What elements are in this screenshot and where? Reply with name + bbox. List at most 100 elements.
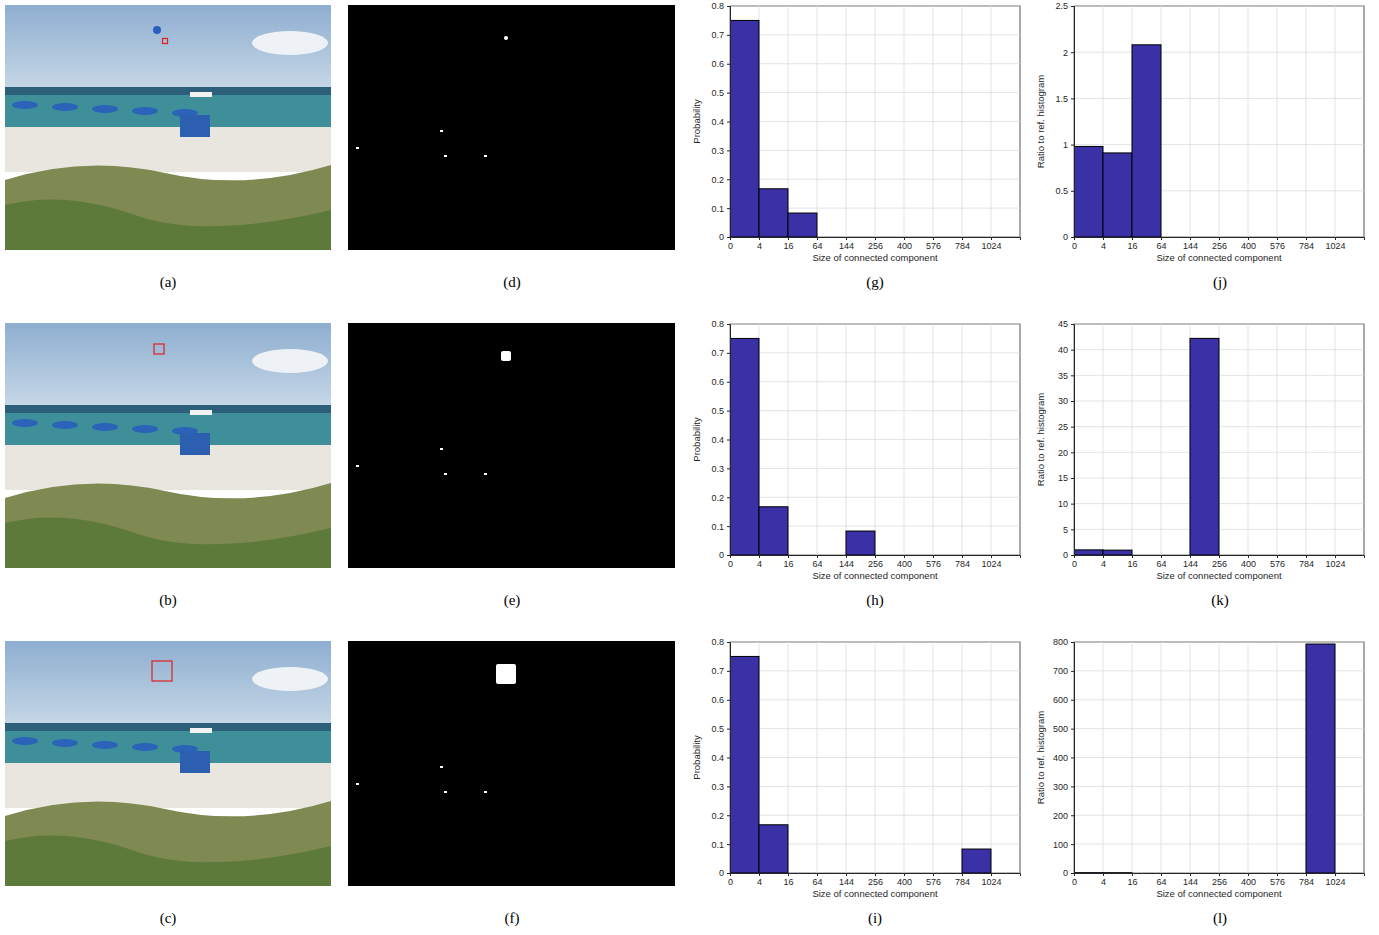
axis-line [727,643,731,874]
tick: 0.8 [711,637,730,647]
grid-line [1306,6,1307,237]
tick-label: 0 [1063,232,1068,242]
tick-label: 256 [1212,241,1227,251]
tick-label: 0.2 [711,493,724,503]
plot-frame [1074,642,1364,873]
tick-mark [727,382,730,383]
mask-blob [504,36,508,40]
sand [5,763,331,808]
mask-background [348,5,675,250]
grid-line [1306,324,1307,555]
tent [180,115,210,137]
axis-line [1075,556,1365,559]
tick-mark [1335,555,1336,558]
tick-label: 256 [868,877,883,887]
axis-line [731,874,1021,877]
bar [1074,146,1103,237]
tick-label: 0.8 [711,637,724,647]
tick: 800 [1053,637,1074,647]
mask-speck [356,147,359,149]
tick-label: 0.6 [711,377,724,387]
tick-label: 1024 [1325,559,1345,569]
tick-mark [727,671,730,672]
tick: 0.8 [711,319,730,329]
tick-mark [727,179,730,180]
tick-label: 4 [1101,877,1106,887]
photo [5,323,331,568]
bar [730,338,759,555]
tick-mark [1071,815,1074,816]
tick: 0 [1063,550,1074,560]
plot-frame [730,324,1020,555]
tick-label: 576 [1270,877,1285,887]
tick: 784 [1299,555,1314,569]
tick-mark [962,237,963,240]
bar [1335,555,1364,556]
bar [1277,555,1306,556]
bar [1132,45,1161,237]
tick-label: 0.5 [711,88,724,98]
mask-background [348,641,675,886]
sky [5,5,331,87]
x-axis-title: Size of connected component [1156,570,1282,581]
mask-blob [496,664,516,684]
tick-label: 1024 [981,241,1001,251]
tick: 144 [1183,555,1198,569]
bar [1132,555,1161,556]
tick-mark [817,237,818,240]
bar [1277,873,1306,874]
mask-speck [356,465,359,467]
tick-label: 400 [1241,877,1256,887]
panel-label: (e) [504,592,521,609]
tick-label: 2.5 [1055,1,1068,11]
grid-line [730,642,1020,643]
axis-line [1071,325,1075,556]
tick: 1024 [1325,873,1345,887]
bar [1219,873,1248,874]
tick: 500 [1053,724,1074,734]
tick-label: 20 [1058,448,1068,458]
tick-label: 256 [1212,877,1227,887]
tick-label: 0 [1063,550,1068,560]
tick-mark [759,237,760,240]
y-axis-title: Probability [691,417,702,462]
tick: 144 [1183,237,1198,251]
tick-label: 0.2 [711,811,724,821]
tick: 0.7 [711,348,730,358]
umbrella [132,425,158,433]
bar [1190,237,1219,238]
tick-mark [817,555,818,558]
grass-dark [5,835,331,886]
tick-mark [933,873,934,876]
tick-mark [727,642,730,643]
tick-label: 576 [926,559,941,569]
tick: 16 [1127,873,1137,887]
bar [1248,237,1277,238]
bar [991,555,1020,556]
grid-line [730,63,1020,64]
tick-mark [991,873,992,876]
tick-mark [1103,237,1104,240]
tick: 300 [1053,782,1074,792]
bar [991,237,1020,238]
tick-label: 576 [1270,559,1285,569]
tick-label: 144 [839,241,854,251]
tick: 1024 [1325,237,1345,251]
tick-label: 400 [897,877,912,887]
tick-label: 0 [728,559,733,569]
grid-line [730,34,1020,35]
tick: 0 [719,232,730,242]
figure: (a)(b)(c)(d)(e)(f)(g)(h)(i)(j)(k)(l)0416… [0,0,1379,935]
axis-line [731,238,1021,241]
tick-label: 300 [1053,782,1068,792]
grid-line [1161,324,1162,555]
tick-label: 64 [1156,241,1166,251]
tick-mark [1071,375,1074,376]
tick: 16 [783,237,793,251]
tick-mark [727,873,730,874]
tick-label: 16 [1127,559,1137,569]
tick-mark [1219,555,1220,558]
panel-label: (d) [503,274,521,291]
bar [904,237,933,238]
x-axis-title: Size of connected component [1156,252,1282,263]
